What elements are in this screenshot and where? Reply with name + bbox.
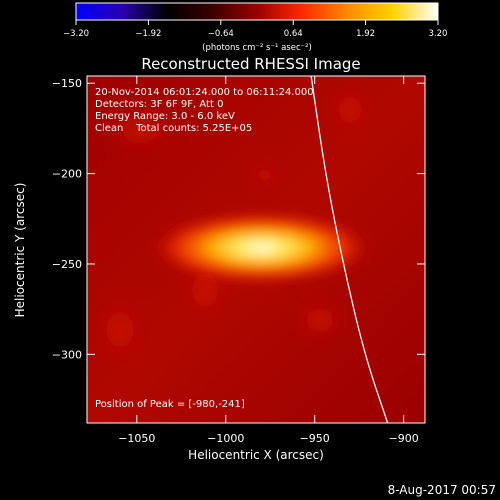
colorbar-unit-label: (photons cm⁻² s⁻¹ asec⁻²) bbox=[202, 43, 312, 53]
colorbar-tick-label: 0.64 bbox=[284, 29, 303, 39]
annotation-time-range: 20-Nov-2014 06:01:24.000 to 06:11:24.000 bbox=[95, 87, 314, 98]
plot-frame bbox=[86, 75, 426, 424]
y-axis-ticks: −150 −200 −250 −300 bbox=[52, 77, 425, 361]
colorbar-tick-label: −1.92 bbox=[135, 29, 161, 39]
colorbar-tick-label: 3.20 bbox=[429, 29, 448, 39]
y-tick-label: −150 bbox=[52, 77, 82, 90]
annotation-detectors: Detectors: 3F 6F 9F, Att 0 bbox=[95, 99, 223, 110]
annotation-energy: Energy Range: 3.0 - 6.0 keV bbox=[95, 111, 235, 122]
x-tick-label: −900 bbox=[389, 432, 419, 445]
colorbar-tick-label: 1.92 bbox=[356, 29, 375, 39]
solar-limb-curve bbox=[310, 76, 389, 423]
x-axis-title: Heliocentric X (arcsec) bbox=[188, 448, 324, 462]
plot-area: −1050 −1000 −950 −900 −150 −200 −250 −300 20-N… bbox=[52, 75, 426, 445]
flare-source bbox=[149, 211, 374, 284]
colorbar-tick-label: −3.20 bbox=[63, 29, 89, 39]
y-tick-label: −250 bbox=[52, 258, 82, 271]
chart-title: Reconstructed RHESSI Image bbox=[141, 55, 360, 73]
colorbar: −3.20 −1.92 −0.64 0.64 1.92 3.20 (photons cm⁻… bbox=[63, 2, 448, 53]
colorbar-tick-label: −0.64 bbox=[208, 29, 234, 39]
colorbar-ticks: −3.20 −1.92 −0.64 0.64 1.92 3.20 bbox=[63, 20, 448, 39]
colorbar-fill bbox=[75, 2, 439, 21]
annotation-clean: Clean Total counts: 5.25E+05 bbox=[95, 123, 252, 134]
x-axis-ticks: −1050 −1000 −950 −900 bbox=[118, 76, 419, 445]
x-tick-label: −1000 bbox=[207, 432, 244, 445]
annotation-peak-position: Position of Peak = [-980,-241] bbox=[95, 399, 245, 410]
footer-date: 8-Aug-2017 00:57 bbox=[388, 483, 496, 497]
y-tick-label: −200 bbox=[52, 168, 82, 181]
y-tick-label: −300 bbox=[52, 348, 82, 361]
x-tick-label: −950 bbox=[300, 432, 330, 445]
y-axis-title: Heliocentric Y (arcsec) bbox=[13, 183, 27, 318]
x-tick-label: −1050 bbox=[118, 432, 155, 445]
